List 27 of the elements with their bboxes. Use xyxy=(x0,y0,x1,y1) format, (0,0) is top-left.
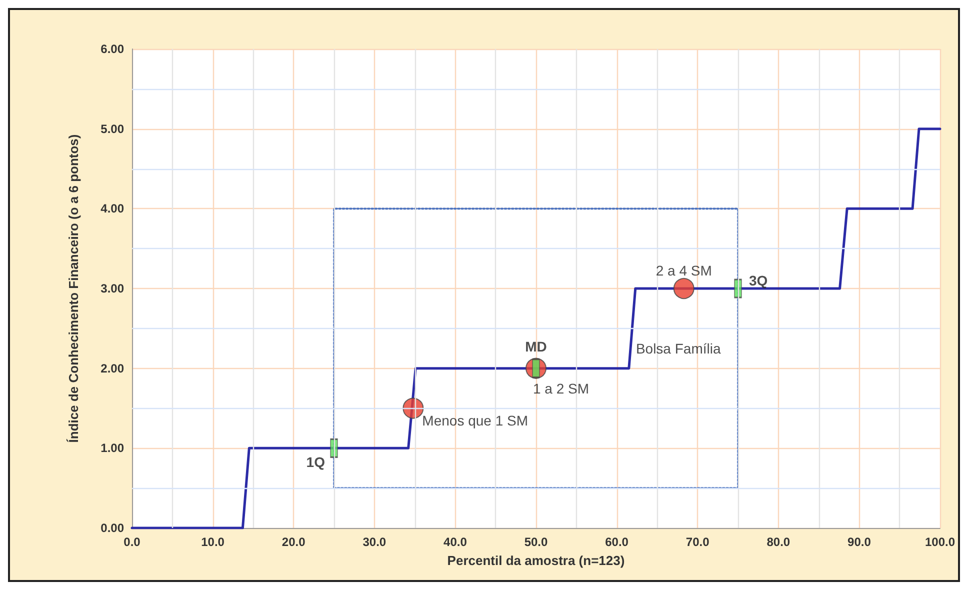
annotation: 1 a 2 SM xyxy=(532,380,590,396)
y-tick-label: 3.00 xyxy=(100,282,124,296)
y-tick-label: 6.00 xyxy=(100,42,124,56)
annotation: Menos que 1 SM xyxy=(422,412,528,428)
x-tick-label: 100.0 xyxy=(924,535,956,549)
x-tick-label: 40.0 xyxy=(444,535,468,549)
x-tick-label: 30.0 xyxy=(362,535,386,549)
y-tick-label: 1.00 xyxy=(100,441,124,456)
annotation: Bolsa Família xyxy=(636,340,721,356)
x-tick-label: 90.0 xyxy=(848,535,872,549)
annotation: 2 a 4 SM xyxy=(656,262,712,278)
annotation: MD xyxy=(525,338,547,354)
annotation: 1Q xyxy=(306,454,326,470)
x-tick-label: 10.0 xyxy=(201,535,225,549)
x-tick-label: 80.0 xyxy=(766,535,790,549)
x-tick-label: 60.0 xyxy=(605,535,629,549)
y-tick-label: 4.00 xyxy=(100,202,124,216)
annotation: 3Q xyxy=(748,272,768,288)
x-tick-label: 20.0 xyxy=(282,535,306,549)
y-axis-title: Índice de Conhecimento Financeiro (o a 6 pontos) xyxy=(66,134,81,443)
y-tick-label: 2.00 xyxy=(100,361,124,376)
x-axis-title: Percentil da amostra (n=123) xyxy=(447,553,625,568)
x-tick-label: 50.0 xyxy=(524,535,548,549)
y-tick-label: 0.00 xyxy=(100,521,124,535)
x-tick-label: 0.0 xyxy=(124,535,141,549)
y-tick-label: 5.00 xyxy=(100,122,124,136)
x-tick-label: 70.0 xyxy=(686,535,710,549)
